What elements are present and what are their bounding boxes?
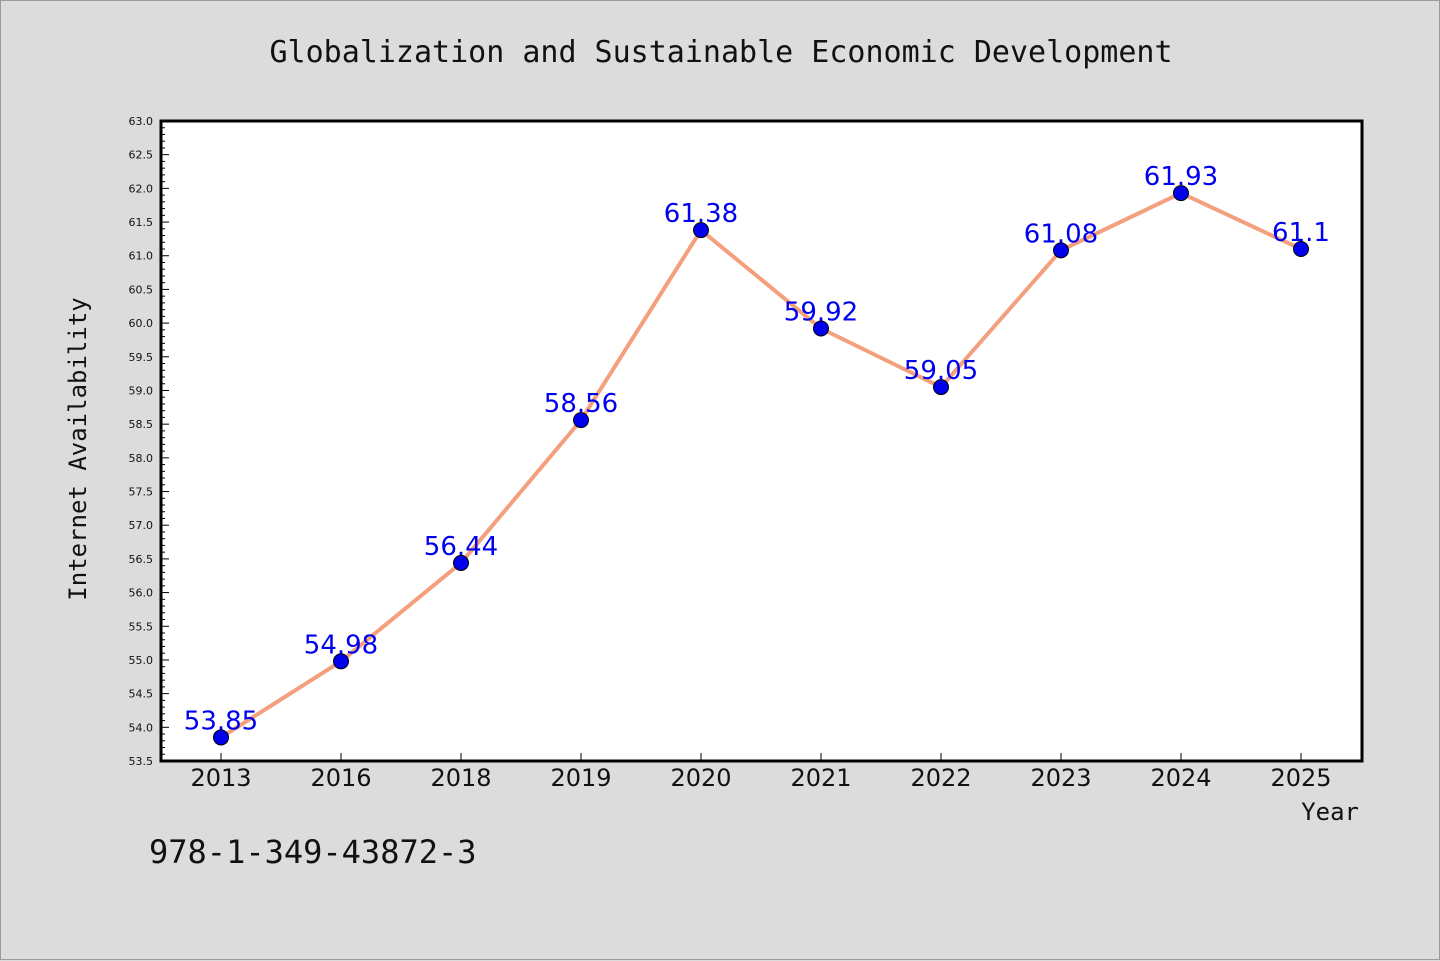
data-point: [573, 412, 589, 429]
data-point: [1173, 185, 1189, 202]
y-tick-label: 60.5: [129, 283, 154, 296]
x-tick-label: 2024: [1150, 764, 1211, 792]
data-point: [1293, 241, 1309, 257]
footer-isbn: 978-1-349-43872-3: [149, 833, 477, 871]
y-axis-ticks: 53.5 54.0 54.5 55.0 55.5 56.0 56.5 57.0 57.5 58.0…: [129, 115, 169, 768]
y-tick-label: 62.0: [129, 182, 154, 195]
x-tick-label: 2022: [910, 764, 971, 792]
chart-title: Globalization and Sustainable Economic D…: [269, 35, 1173, 70]
x-tick-label: 2023: [1030, 764, 1091, 792]
data-point: [213, 729, 229, 746]
y-tick-label: 58.0: [129, 452, 154, 465]
data-point: [693, 222, 709, 239]
y-tick-label: 53.5: [129, 755, 154, 768]
y-tick-label: 62.5: [129, 149, 154, 162]
y-tick-label: 55.0: [129, 654, 154, 667]
data-label: 56.44: [424, 532, 498, 562]
data-point: [1053, 242, 1069, 259]
x-tick-label: 2019: [550, 764, 611, 792]
data-point: [813, 320, 829, 337]
data-label: 61.93: [1144, 162, 1218, 192]
data-label: 53.85: [184, 706, 258, 736]
y-tick-label: 57.5: [129, 486, 154, 499]
y-tick-label: 59.5: [129, 351, 154, 364]
data-label: 61.38: [664, 199, 738, 229]
data-label: 58.56: [544, 389, 618, 419]
x-tick-label: 2018: [430, 764, 491, 792]
data-label: 59.92: [784, 297, 858, 327]
x-tick-label: 2013: [190, 764, 251, 792]
y-tick-label: 54.5: [129, 688, 154, 701]
y-tick-label: 54.0: [129, 721, 154, 734]
y-tick-label: 61.5: [129, 216, 154, 229]
y-tick-label: 55.5: [129, 620, 154, 633]
plot-area: [159, 119, 1364, 763]
y-tick-label: 59.0: [129, 384, 154, 397]
y-tick-label: 56.5: [129, 553, 154, 566]
y-tick-label: 61.0: [129, 250, 154, 263]
data-label: 61.1: [1272, 218, 1330, 248]
y-axis-title: Internet Availability: [64, 297, 92, 600]
y-tick-label: 58.5: [129, 418, 154, 431]
y-tick-label: 57.0: [129, 519, 154, 532]
data-label: 54.98: [304, 630, 378, 660]
x-tick-label: 2020: [670, 764, 731, 792]
series-group: 53.85 54.98 56.44 58.56 61.38 59.92 59.05 61.08…: [184, 162, 1330, 746]
x-tick-label: 2016: [310, 764, 371, 792]
data-point: [933, 379, 949, 396]
x-axis-ticks: 2013 2016 2018 2019 2020 2021 2022 2023 2024 2025: [190, 753, 1332, 792]
series-line: [219, 191, 1302, 740]
x-tick-label: 2021: [790, 764, 851, 792]
y-tick-label: 63.0: [129, 115, 154, 128]
data-point: [453, 554, 469, 571]
data-point: [333, 653, 349, 670]
data-label: 59.05: [904, 356, 978, 386]
x-tick-label: 2025: [1270, 764, 1331, 792]
data-label: 61.08: [1024, 219, 1098, 249]
y-tick-label: 60.0: [129, 317, 154, 330]
y-tick-label: 56.0: [129, 587, 154, 600]
x-axis-title: Year: [1301, 798, 1359, 826]
